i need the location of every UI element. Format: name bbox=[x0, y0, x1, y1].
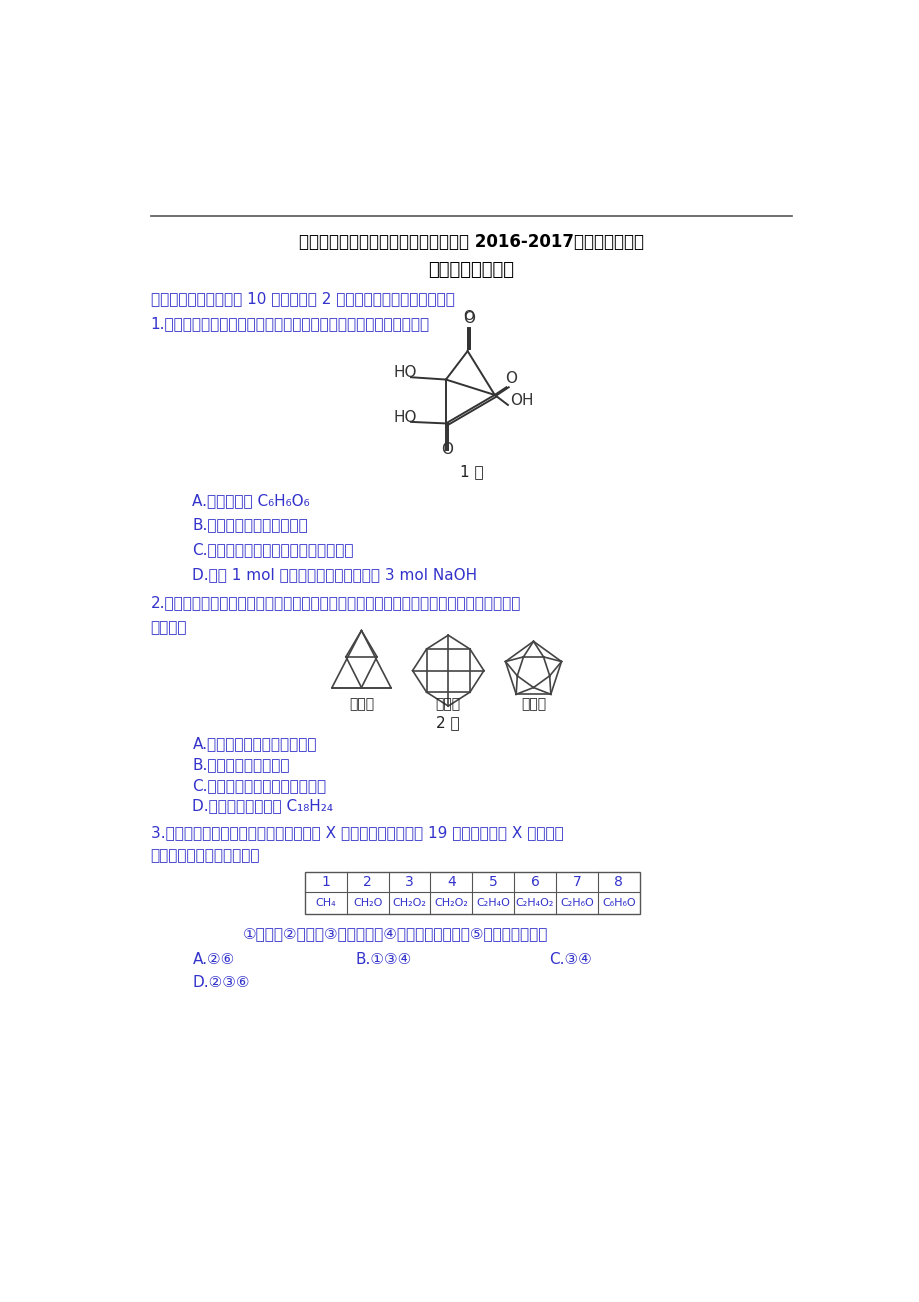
Text: 6: 6 bbox=[530, 875, 539, 889]
Text: 五星烷: 五星烷 bbox=[520, 698, 546, 711]
Text: D.六星烷的分子式为 C₁₈H₂₄: D.六星烷的分子式为 C₁₈H₂₄ bbox=[192, 798, 334, 814]
Text: 7: 7 bbox=[572, 875, 581, 889]
Text: 2: 2 bbox=[363, 875, 371, 889]
Text: D.②③⑥: D.②③⑥ bbox=[192, 975, 250, 990]
Text: B.①③④: B.①③④ bbox=[355, 952, 411, 967]
Text: 1.　乌头酸的结构简式如下图所示，下列关于乌头酸的说法错误的是: 1. 乌头酸的结构简式如下图所示，下列关于乌头酸的说法错误的是 bbox=[151, 316, 429, 332]
Text: 1: 1 bbox=[321, 875, 330, 889]
Text: A.它们的一氯代物均只有三种: A.它们的一氯代物均只有三种 bbox=[192, 736, 317, 751]
Text: C₂H₆O: C₂H₆O bbox=[560, 898, 593, 907]
Text: CH₂O: CH₂O bbox=[353, 898, 382, 907]
Text: 3.　分析下表中各项的排布规律。有机物 X 是按此规律排布的第 19 项，下列有关 X 的组成、: 3. 分析下表中各项的排布规律。有机物 X 是按此规律排布的第 19 项，下列有… bbox=[151, 824, 562, 840]
Text: O: O bbox=[463, 310, 474, 323]
Text: 期末考试化学试题: 期末考试化学试题 bbox=[428, 262, 514, 279]
Text: B.它们之间互为同系物: B.它们之间互为同系物 bbox=[192, 756, 289, 772]
Text: A.②⑥: A.②⑥ bbox=[192, 952, 234, 967]
Text: 2 题: 2 题 bbox=[436, 715, 460, 729]
Text: B.　乌头酸含有三种官能团: B. 乌头酸含有三种官能团 bbox=[192, 518, 308, 533]
Text: 5: 5 bbox=[488, 875, 497, 889]
Text: 《全国百强校》黑龙江省大庆第一中学 2016-2017学年高二上学期: 《全国百强校》黑龙江省大庆第一中学 2016-2017学年高二上学期 bbox=[299, 233, 643, 251]
Text: 正确的是: 正确的是 bbox=[151, 620, 187, 635]
Text: OH: OH bbox=[510, 393, 533, 408]
Text: 三星烷: 三星烷 bbox=[348, 698, 374, 711]
Text: C.③④: C.③④ bbox=[549, 952, 591, 967]
Text: 一、选择题（本题包括 10 小题，每题 2 分且只有一个选项符合题意）: 一、选择题（本题包括 10 小题，每题 2 分且只有一个选项符合题意） bbox=[151, 292, 454, 306]
Text: CH₂O₂: CH₂O₂ bbox=[434, 898, 468, 907]
Text: 性质的说法中肃定错误的是: 性质的说法中肃定错误的是 bbox=[151, 848, 260, 863]
Text: A.　化学式为 C₆H₆O₆: A. 化学式为 C₆H₆O₆ bbox=[192, 493, 310, 508]
Text: O: O bbox=[441, 443, 453, 457]
Text: C₆H₆O: C₆H₆O bbox=[601, 898, 635, 907]
Text: O: O bbox=[462, 311, 474, 327]
Text: D.　含 1 mol 乌头酸的溶液最多可消耗 3 mol NaOH: D. 含 1 mol 乌头酸的溶液最多可消耗 3 mol NaOH bbox=[192, 566, 477, 582]
Text: 2.　化学家们合成了如右图所示的一系列的星烷，如三星烷、四星烷、五星烷等。下列说法: 2. 化学家们合成了如右图所示的一系列的星烷，如三星烷、四星烷、五星烷等。下列说… bbox=[151, 595, 520, 611]
Text: C.　乌头酸能使酸性高锰酸鐐溶液襞色: C. 乌头酸能使酸性高锰酸鐐溶液襞色 bbox=[192, 542, 354, 557]
Text: 四星烷: 四星烷 bbox=[436, 698, 460, 711]
Text: 1 题: 1 题 bbox=[460, 465, 482, 479]
Text: C.三星烷与乙苯互为同分异构体: C.三星烷与乙苯互为同分异构体 bbox=[192, 777, 326, 793]
Text: C₂H₄O₂: C₂H₄O₂ bbox=[516, 898, 553, 907]
Bar bbox=[304, 872, 639, 914]
Text: 4: 4 bbox=[447, 875, 455, 889]
Text: CH₂O₂: CH₂O₂ bbox=[392, 898, 426, 907]
Text: 3: 3 bbox=[404, 875, 414, 889]
Text: C₂H₄O: C₂H₄O bbox=[476, 898, 509, 907]
Text: CH₄: CH₄ bbox=[315, 898, 335, 907]
Text: HO: HO bbox=[393, 366, 417, 380]
Text: 8: 8 bbox=[614, 875, 622, 889]
Text: ①是戊酸②是戊醇③是丁酸甚酯④在稀硫酸中易变质⑤一定能与钓反应: ①是戊酸②是戊醇③是丁酸甚酯④在稀硫酸中易变质⑤一定能与钓反应 bbox=[243, 927, 548, 941]
Text: O: O bbox=[505, 371, 516, 387]
Text: HO: HO bbox=[393, 410, 417, 424]
